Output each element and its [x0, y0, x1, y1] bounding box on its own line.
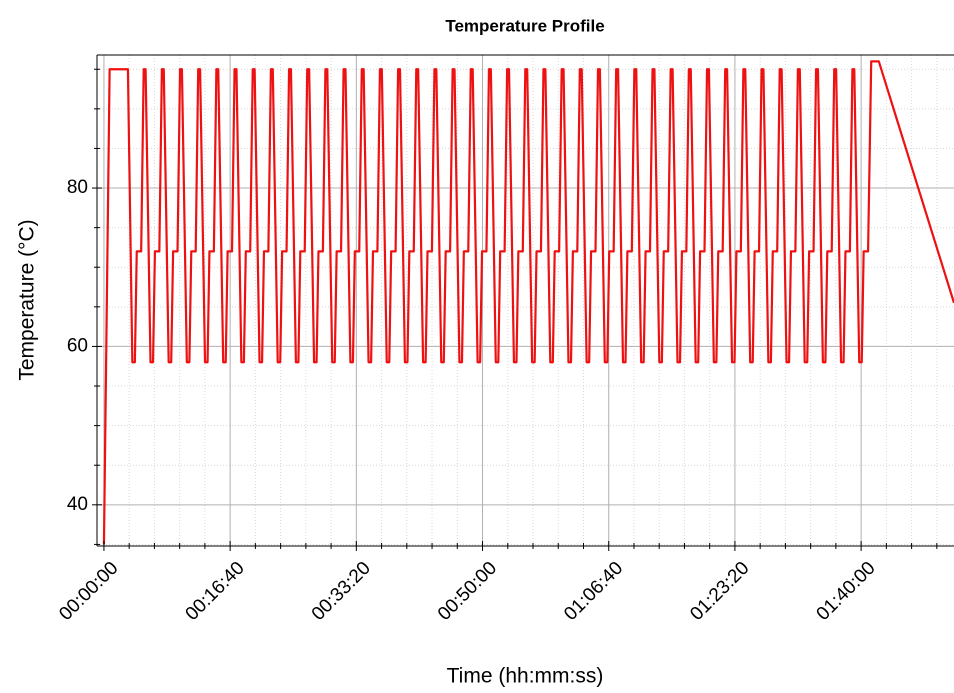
x-tick-label: 00:00:00: [55, 558, 122, 625]
x-tick-label: 01:06:40: [560, 558, 627, 625]
y-axis-label: Temperature (°C): [16, 219, 39, 380]
plot-area: [102, 60, 954, 545]
y-tick-label: 40: [67, 494, 88, 515]
y-tick-label: 80: [67, 177, 88, 198]
y-tick-label: 60: [67, 335, 88, 356]
data-line: [102, 60, 954, 545]
x-tick-label: 00:33:20: [308, 558, 375, 625]
x-tick-label: 01:23:20: [686, 558, 753, 625]
x-tick-label: 00:50:00: [434, 558, 501, 625]
x-tick-label: 00:16:40: [182, 558, 249, 625]
x-axis-label: Time (hh:mm:ss): [447, 665, 604, 688]
chart-title: Temperature Profile: [445, 16, 604, 35]
x-tick-label: 01:40:00: [813, 558, 880, 625]
